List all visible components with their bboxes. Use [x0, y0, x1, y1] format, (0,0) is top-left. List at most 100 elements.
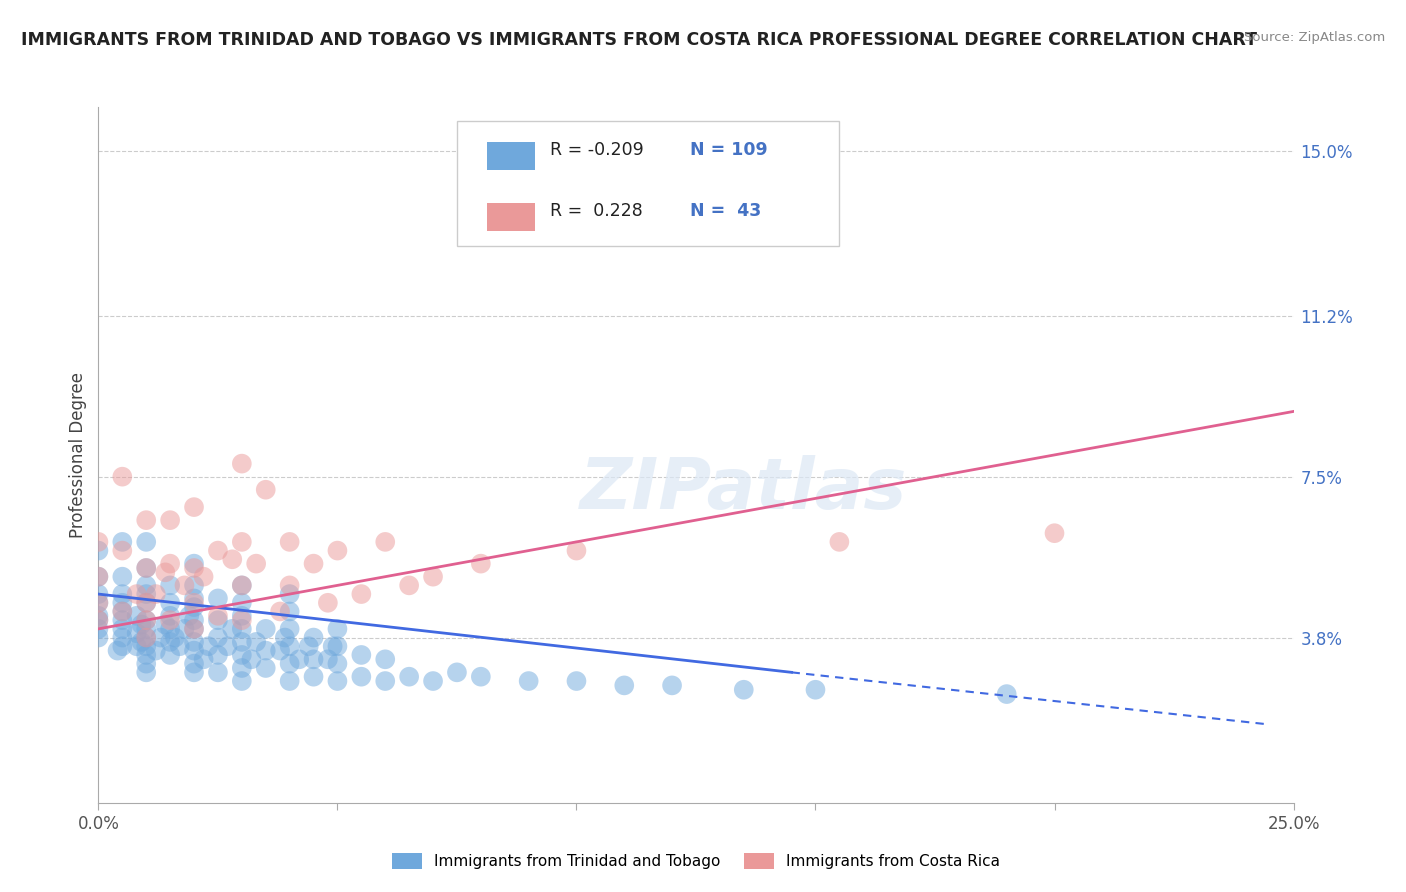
Point: [661, 678, 683, 692]
Text: Source: ZipAtlas.com: Source: ZipAtlas.com: [1244, 31, 1385, 45]
Point: [422, 570, 444, 584]
Point: [87, 570, 110, 584]
Point: [350, 587, 373, 601]
Point: [111, 543, 134, 558]
Point: [87, 622, 110, 636]
Point: [135, 561, 157, 575]
Point: [135, 665, 157, 680]
Point: [326, 543, 349, 558]
Point: [326, 674, 349, 689]
Point: [374, 652, 396, 666]
Point: [183, 596, 205, 610]
Point: [183, 500, 205, 514]
Point: [135, 596, 157, 610]
Point: [111, 631, 134, 645]
Point: [231, 674, 253, 689]
Point: [302, 557, 325, 571]
Point: [422, 674, 444, 689]
Point: [135, 578, 157, 592]
Point: [125, 626, 148, 640]
Point: [374, 674, 396, 689]
Bar: [486, 142, 534, 169]
Point: [278, 587, 301, 601]
Point: [733, 682, 755, 697]
Point: [183, 561, 205, 575]
Point: [179, 608, 201, 623]
Point: [350, 670, 373, 684]
Point: [231, 578, 253, 592]
Point: [111, 605, 134, 619]
Point: [183, 635, 205, 649]
Point: [183, 643, 205, 657]
Point: [87, 543, 110, 558]
Point: [135, 648, 157, 662]
Point: [288, 652, 311, 666]
Point: [278, 622, 301, 636]
Point: [107, 643, 129, 657]
Point: [207, 608, 229, 623]
Legend: Immigrants from Trinidad and Tobago, Immigrants from Costa Rica: Immigrants from Trinidad and Tobago, Imm…: [385, 847, 1007, 875]
Text: R =  0.228: R = 0.228: [550, 202, 643, 220]
Point: [159, 648, 181, 662]
Point: [169, 639, 191, 653]
Point: [159, 596, 181, 610]
Point: [87, 596, 110, 610]
Point: [183, 600, 205, 615]
Point: [326, 657, 349, 671]
Point: [111, 605, 134, 619]
Point: [316, 596, 339, 610]
Point: [111, 622, 134, 636]
Point: [159, 557, 181, 571]
Point: [278, 578, 301, 592]
Point: [155, 566, 177, 580]
Point: [245, 557, 267, 571]
Point: [278, 535, 301, 549]
Point: [87, 613, 110, 627]
Point: [398, 670, 420, 684]
Point: [183, 613, 205, 627]
Point: [111, 613, 134, 627]
Point: [221, 552, 243, 566]
Point: [254, 661, 277, 675]
Point: [197, 639, 219, 653]
Point: [326, 639, 349, 653]
Point: [245, 635, 267, 649]
Point: [111, 535, 134, 549]
Point: [159, 578, 181, 592]
Point: [125, 608, 148, 623]
Point: [111, 587, 134, 601]
Point: [278, 605, 301, 619]
Point: [231, 635, 253, 649]
Point: [278, 657, 301, 671]
Point: [135, 631, 157, 645]
Point: [613, 678, 636, 692]
Point: [87, 596, 110, 610]
Point: [207, 591, 229, 606]
Point: [240, 652, 263, 666]
Point: [565, 674, 588, 689]
Text: R = -0.209: R = -0.209: [550, 141, 644, 159]
Point: [183, 578, 205, 592]
Point: [231, 535, 253, 549]
Point: [145, 643, 167, 657]
Point: [173, 578, 195, 592]
Point: [135, 613, 157, 627]
Point: [322, 639, 344, 653]
Point: [135, 513, 157, 527]
Point: [254, 622, 277, 636]
Point: [135, 622, 157, 636]
Point: [135, 587, 157, 601]
Text: N = 109: N = 109: [690, 141, 768, 159]
Point: [231, 613, 253, 627]
Point: [135, 596, 157, 610]
Point: [159, 635, 181, 649]
Point: [125, 639, 148, 653]
Point: [173, 622, 195, 636]
Text: ZIPatlas: ZIPatlas: [581, 455, 907, 524]
Point: [350, 648, 373, 662]
Point: [374, 535, 396, 549]
Point: [995, 687, 1018, 701]
Point: [231, 648, 253, 662]
Point: [254, 483, 277, 497]
Point: [326, 622, 349, 636]
